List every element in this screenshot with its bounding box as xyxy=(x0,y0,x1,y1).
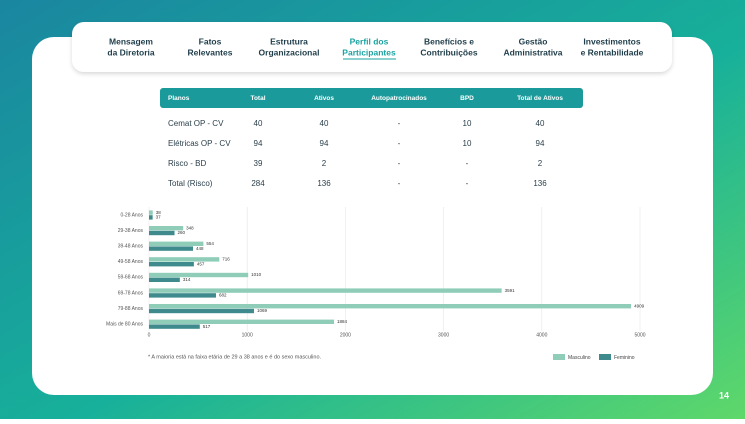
data-label: 314 xyxy=(183,277,191,282)
bar xyxy=(149,288,502,293)
y-tick-label: 39-48 Anos xyxy=(118,244,144,250)
data-label: 517 xyxy=(203,324,211,329)
table-cell: 39 xyxy=(254,159,263,168)
x-tick-label: 3000 xyxy=(438,332,449,338)
nav-item[interactable]: Organizacional xyxy=(259,47,320,57)
y-tick-label: Mais de 80 Anos xyxy=(106,322,143,328)
table-cell: Risco - BD xyxy=(168,159,206,168)
x-tick-label: 5000 xyxy=(634,332,645,338)
nav-item[interactable]: Estrutura xyxy=(270,36,308,46)
data-label: 448 xyxy=(196,246,204,251)
table-cell: - xyxy=(398,119,401,128)
table-cell: 2 xyxy=(538,159,543,168)
x-tick-label: 1000 xyxy=(242,332,253,338)
bar xyxy=(149,272,249,278)
bar xyxy=(149,246,193,251)
y-tick-label: 79-88 Anos xyxy=(118,306,144,312)
nav-item[interactable]: Fatos xyxy=(199,36,222,46)
bar xyxy=(149,262,194,267)
footnote: * A maioria está na faixa etária de 29 a… xyxy=(148,354,322,360)
data-label: 348 xyxy=(186,225,194,230)
y-tick-label: 59-68 Anos xyxy=(118,275,144,281)
table-cell: - xyxy=(398,179,401,188)
table-cell: - xyxy=(398,139,401,148)
data-label: 457 xyxy=(197,261,205,266)
bar xyxy=(149,277,180,282)
bar xyxy=(149,230,175,236)
data-label: 1010 xyxy=(251,272,262,277)
table-header: Autopatrocinados xyxy=(371,95,427,102)
nav-item[interactable]: Participantes xyxy=(342,47,396,57)
bar xyxy=(149,308,254,314)
nav-item[interactable]: Relevantes xyxy=(188,47,233,57)
nav-bar xyxy=(72,22,672,72)
y-tick-label: 49-58 Anos xyxy=(118,259,144,265)
page-number: 14 xyxy=(719,390,729,400)
table-cell: 40 xyxy=(254,119,263,128)
bar xyxy=(149,304,632,309)
table-cell: Total (Risco) xyxy=(168,179,213,188)
nav-item[interactable]: Mensagem xyxy=(109,36,153,46)
table-cell: - xyxy=(466,179,469,188)
table-cell: - xyxy=(398,159,401,168)
table-cell: 136 xyxy=(317,179,331,188)
bar xyxy=(149,241,204,246)
legend-swatch xyxy=(553,354,565,360)
table-cell: 136 xyxy=(533,179,547,188)
nav-item[interactable]: Benefícios e xyxy=(424,36,474,46)
table-cell: 94 xyxy=(536,139,545,148)
nav-item[interactable]: Investimentos xyxy=(583,36,640,46)
x-tick-label: 0 xyxy=(148,332,151,338)
bar xyxy=(149,210,153,215)
data-label: 37 xyxy=(156,215,162,220)
table-header: Ativos xyxy=(314,95,334,102)
bar xyxy=(149,319,335,324)
nav-item[interactable]: Administrativa xyxy=(503,47,562,57)
legend-label: Feminino xyxy=(614,355,635,361)
table-header: Total xyxy=(250,95,265,102)
table-header: BPD xyxy=(460,95,474,102)
x-tick-label: 4000 xyxy=(536,332,547,338)
bar xyxy=(149,293,216,298)
data-label: 716 xyxy=(222,257,230,262)
table-cell: 10 xyxy=(463,139,472,148)
nav-item[interactable]: e Rentabilidade xyxy=(581,47,644,57)
nav-item[interactable]: Contribuições xyxy=(420,47,477,57)
bar xyxy=(149,257,220,262)
x-tick-label: 2000 xyxy=(340,332,351,338)
table-cell: 2 xyxy=(322,159,327,168)
data-label: 4909 xyxy=(634,303,645,308)
table-header: Total de Ativos xyxy=(517,95,563,102)
nav-item[interactable]: Perfil dos xyxy=(350,36,389,46)
data-label: 1069 xyxy=(257,308,268,313)
data-label: 260 xyxy=(178,230,186,235)
table-cell: 284 xyxy=(251,179,265,188)
y-tick-label: 0-28 Anos xyxy=(120,212,143,218)
legend-swatch xyxy=(599,354,611,360)
bar xyxy=(149,215,153,220)
table-header: Planos xyxy=(168,95,190,102)
table-cell: Elétricas OP - CV xyxy=(168,139,231,148)
table-cell: 10 xyxy=(463,119,472,128)
y-tick-label: 69-78 Anos xyxy=(118,290,144,296)
nav-item[interactable]: Gestão xyxy=(519,36,548,46)
table-cell: 40 xyxy=(536,119,545,128)
data-label: 1884 xyxy=(337,319,348,324)
data-label: 3591 xyxy=(505,288,516,293)
table-cell: 94 xyxy=(320,139,329,148)
table-cell: - xyxy=(466,159,469,168)
bar xyxy=(149,226,184,231)
y-tick-label: 29-38 Anos xyxy=(118,228,144,234)
data-label: 554 xyxy=(206,241,214,246)
table-cell: 94 xyxy=(254,139,263,148)
table-header-bar xyxy=(160,88,583,108)
legend-label: Masculino xyxy=(568,355,591,361)
data-label: 38 xyxy=(156,210,162,215)
nav-item[interactable]: da Diretoria xyxy=(107,47,155,57)
data-label: 682 xyxy=(219,293,227,298)
table-cell: 40 xyxy=(320,119,329,128)
table-cell: Cemat OP - CV xyxy=(168,119,224,128)
bar xyxy=(149,324,200,329)
